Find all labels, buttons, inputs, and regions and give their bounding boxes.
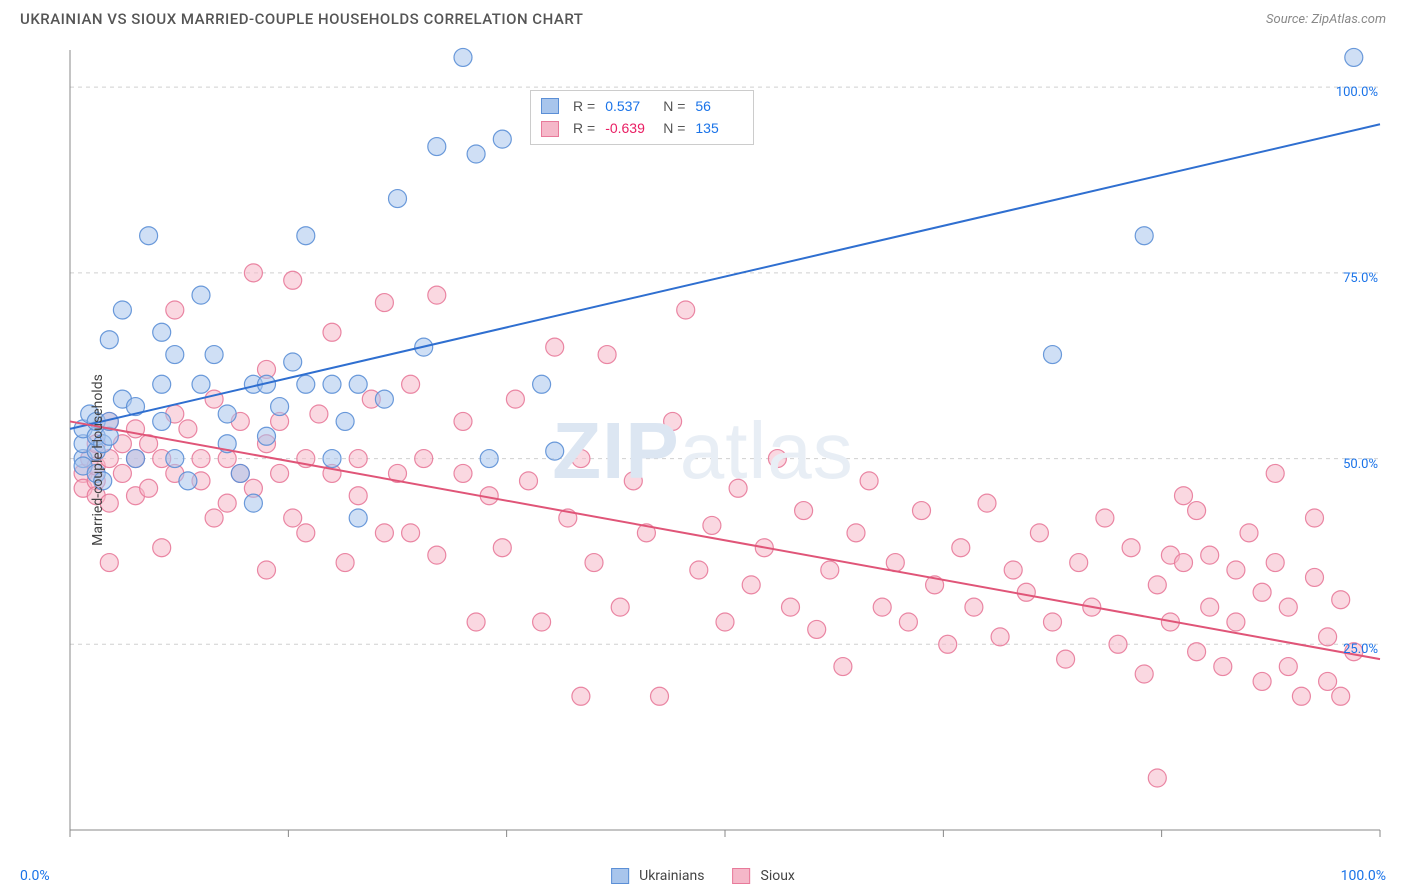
legend-swatch: [541, 121, 559, 137]
legend-label: Sioux: [761, 868, 795, 884]
n-value: 56: [695, 95, 743, 117]
n-label: N =: [663, 95, 685, 117]
n-label: N =: [663, 117, 685, 139]
correlation-stats-box: R = 0.537 N = 56 R = -0.639 N = 135: [530, 90, 754, 145]
y-tick-label: 50.0%: [1343, 457, 1378, 472]
chart-area: Married-couple Households ZIPatlas R =0.…: [0, 40, 1406, 880]
r-label: R =: [573, 95, 595, 117]
stats-row: R = -0.639 N = 135: [541, 117, 743, 139]
r-value: -0.639: [605, 117, 653, 139]
series-legend: Ukrainians Sioux: [611, 868, 795, 884]
legend-swatch: [611, 868, 629, 884]
source-name: ZipAtlas.com: [1311, 12, 1386, 27]
r-label: R =: [573, 117, 595, 139]
n-value: 135: [695, 117, 743, 139]
legend-item: Sioux: [733, 868, 795, 884]
y-tick-label: 100.0%: [1336, 85, 1378, 100]
y-axis-label: Married-couple Households: [90, 374, 106, 546]
y-tick-label: 75.0%: [1343, 271, 1378, 286]
x-axis-start-label: 0.0%: [20, 868, 50, 884]
legend-item: Ukrainians: [611, 868, 704, 884]
x-axis-end-label: 100.0%: [1341, 868, 1386, 884]
bottom-axis-legend: 0.0% Ukrainians Sioux 100.0%: [0, 868, 1406, 884]
chart-header: UKRAINIAN VS SIOUX MARRIED-COUPLE HOUSEH…: [0, 0, 1406, 36]
legend-swatch: [541, 98, 559, 114]
legend-label: Ukrainians: [639, 868, 704, 884]
r-value: 0.537: [605, 95, 653, 117]
scatter-chart: [0, 40, 1406, 860]
y-tick-label: 25.0%: [1343, 642, 1378, 657]
stats-row: R = 0.537 N = 56: [541, 95, 743, 117]
legend-swatch: [733, 868, 751, 884]
source-prefix: Source:: [1266, 12, 1311, 27]
source-attribution: Source: ZipAtlas.com: [1266, 12, 1386, 27]
chart-title: UKRAINIAN VS SIOUX MARRIED-COUPLE HOUSEH…: [20, 10, 583, 28]
